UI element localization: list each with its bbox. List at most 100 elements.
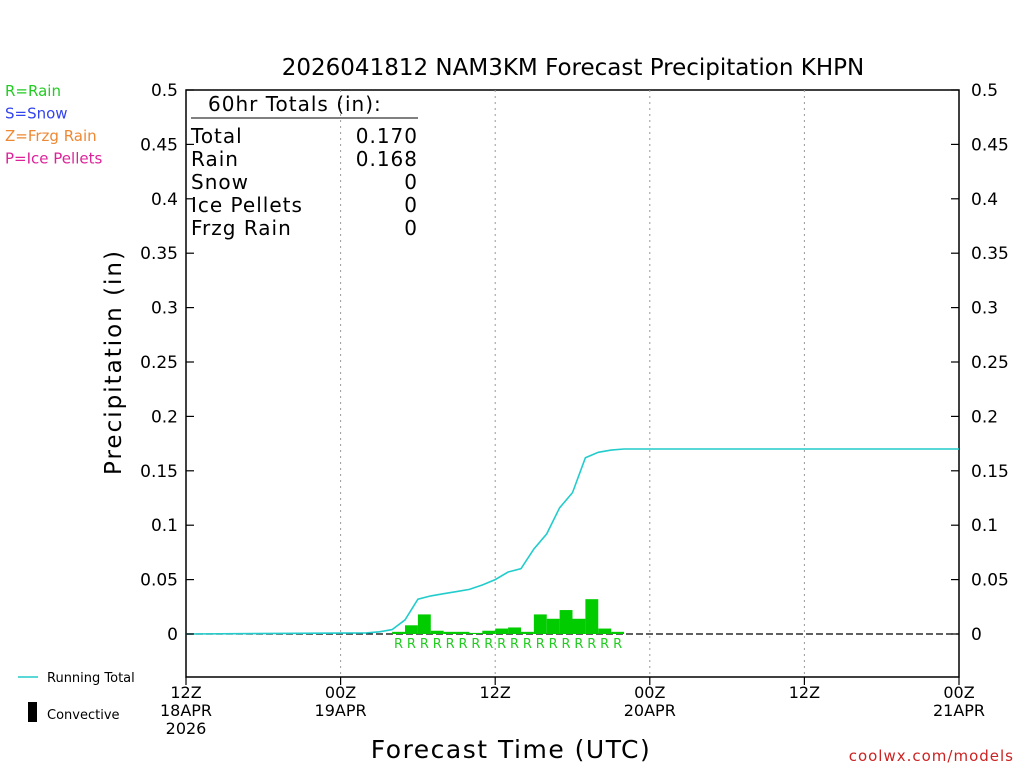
credit-text: coolwx.com/models xyxy=(849,747,1014,765)
precip-type-legend-item: R=Rain xyxy=(5,82,61,100)
rain-bar xyxy=(392,631,406,634)
totals-row-label: Rain xyxy=(191,147,239,171)
rain-bar xyxy=(533,614,547,634)
rain-bar xyxy=(585,599,599,634)
precip-type-legend-item: Z=Frzg Rain xyxy=(5,127,97,145)
rain-marker: R xyxy=(587,637,596,652)
totals-box: 60hr Totals (in): Total 0.170 Rain 0.168 Sno… xyxy=(190,92,418,240)
running-total-polyline xyxy=(185,448,959,635)
y-tick-label-right: 0.3 xyxy=(971,299,998,319)
x-tick-label: 00Z xyxy=(634,683,665,702)
x-tick-label: 00Z xyxy=(325,683,356,702)
y-tick-label-left: 0.35 xyxy=(140,244,178,264)
rain-marker: R xyxy=(458,637,467,652)
rain-marker: R xyxy=(613,637,622,652)
x-axis-label: Forecast Time (UTC) xyxy=(371,735,651,764)
rain-bar xyxy=(520,631,534,634)
totals-row-label: Total xyxy=(190,124,243,148)
y-tick-label-left: 0.1 xyxy=(151,516,178,536)
y-tick-label-right: 0.45 xyxy=(971,135,1009,155)
totals-row-label: Ice Pellets xyxy=(191,193,303,217)
plot-frame xyxy=(185,89,960,678)
rain-marker: R xyxy=(497,637,506,652)
rain-bar xyxy=(469,632,483,634)
rain-bar xyxy=(546,618,560,634)
y-tick-label-right: 0.1 xyxy=(971,516,998,536)
y-tick-label-right: 0.05 xyxy=(971,571,1009,591)
rain-marker: R xyxy=(471,637,480,652)
x-tick-label: 18APR xyxy=(160,701,212,720)
y-tick-label-right: 0.15 xyxy=(971,462,1009,482)
x-tick-label: 12Z xyxy=(789,683,820,702)
totals-rows: Total 0.170 Rain 0.168 Snow 0 Ice Pellets 0 Frzg… xyxy=(190,124,418,240)
rain-bar xyxy=(417,614,431,634)
y-tick-label-right: 0.4 xyxy=(971,190,998,210)
x-tick-label: 12Z xyxy=(480,683,511,702)
y-tick-label-left: 0.4 xyxy=(151,190,178,210)
x-tick-label: 00Z xyxy=(943,683,974,702)
rain-bar xyxy=(443,631,457,634)
y-axis-right: 0 0.05 0.1 0.15 0.2 0.25 0.3 0.35 0.4 0.45 0.5 xyxy=(951,81,1009,645)
y-tick-label-left: 0.3 xyxy=(151,299,178,319)
rain-bar xyxy=(456,631,470,634)
x-tick-label: 19APR xyxy=(315,701,367,720)
hourly-rain-bars xyxy=(392,599,625,634)
y-tick-label-left: 0.5 xyxy=(151,81,178,101)
rain-bar xyxy=(508,627,521,634)
rain-bar xyxy=(572,618,586,634)
rain-marker: R xyxy=(433,637,442,652)
x-tick-label: 21APR xyxy=(933,701,985,720)
y-tick-label-right: 0.2 xyxy=(971,407,998,427)
rain-marker: R xyxy=(510,637,519,652)
precip-type-legend-item: P=Ice Pellets xyxy=(5,150,102,168)
rain-marker: R xyxy=(562,637,571,652)
y-tick-label-right: 0.5 xyxy=(971,81,998,101)
y-tick-label-left: 0.2 xyxy=(151,407,178,427)
precip-type-legend: R=Rain S=Snow Z=Frzg Rain P=Ice Pellets xyxy=(5,82,102,168)
rain-marker: R xyxy=(523,637,532,652)
y-tick-label-right: 0.35 xyxy=(971,244,1009,264)
y-tick-label-left: 0 xyxy=(167,625,178,645)
rain-bar xyxy=(598,628,612,634)
rain-marker: R xyxy=(549,637,558,652)
y-axis-left: 0 0.05 0.1 0.15 0.2 0.25 0.3 0.35 0.4 0.45 0.5 xyxy=(140,81,194,645)
running-total-legend-label: Running Total xyxy=(47,671,135,686)
convective-legend-label: Convective xyxy=(47,708,120,723)
totals-row-value: 0 xyxy=(404,193,418,217)
rain-bar xyxy=(430,630,444,634)
x-tick-label: 12Z xyxy=(170,683,201,702)
rain-marker: R xyxy=(420,637,429,652)
rain-bar xyxy=(405,625,418,634)
x-tick-label: 2026 xyxy=(166,719,207,738)
y-tick-label-left: 0.15 xyxy=(140,462,178,482)
rain-marker: R xyxy=(536,637,545,652)
running-total-line xyxy=(185,448,959,635)
rain-bar xyxy=(559,610,573,634)
y-tick-label-right: 0 xyxy=(971,625,982,645)
totals-row-label: Frzg Rain xyxy=(191,216,292,240)
totals-row-value: 0.168 xyxy=(356,147,418,171)
x-tick-label: 20APR xyxy=(624,701,676,720)
rain-marker: R xyxy=(394,637,403,652)
rain-bar xyxy=(482,630,496,634)
totals-row-value: 0.170 xyxy=(356,124,418,148)
y-tick-label-left: 0.25 xyxy=(140,353,178,373)
totals-row-value: 0 xyxy=(404,216,418,240)
rain-marker: R xyxy=(574,637,583,652)
rain-marker: R xyxy=(407,637,416,652)
y-tick-label-left: 0.05 xyxy=(140,571,178,591)
rain-marker: R xyxy=(600,637,609,652)
y-tick-label-left: 0.45 xyxy=(140,135,178,155)
y-tick-label-right: 0.25 xyxy=(971,353,1009,373)
rain-marker: R xyxy=(484,637,493,652)
rain-bar xyxy=(495,628,509,634)
precip-type-legend-item: S=Snow xyxy=(5,105,68,123)
convective-legend-swatch xyxy=(28,702,37,722)
vertical-gridlines xyxy=(340,90,805,677)
rain-marker: R xyxy=(446,637,455,652)
rain-bar xyxy=(611,631,625,634)
totals-row-value: 0 xyxy=(404,170,418,194)
